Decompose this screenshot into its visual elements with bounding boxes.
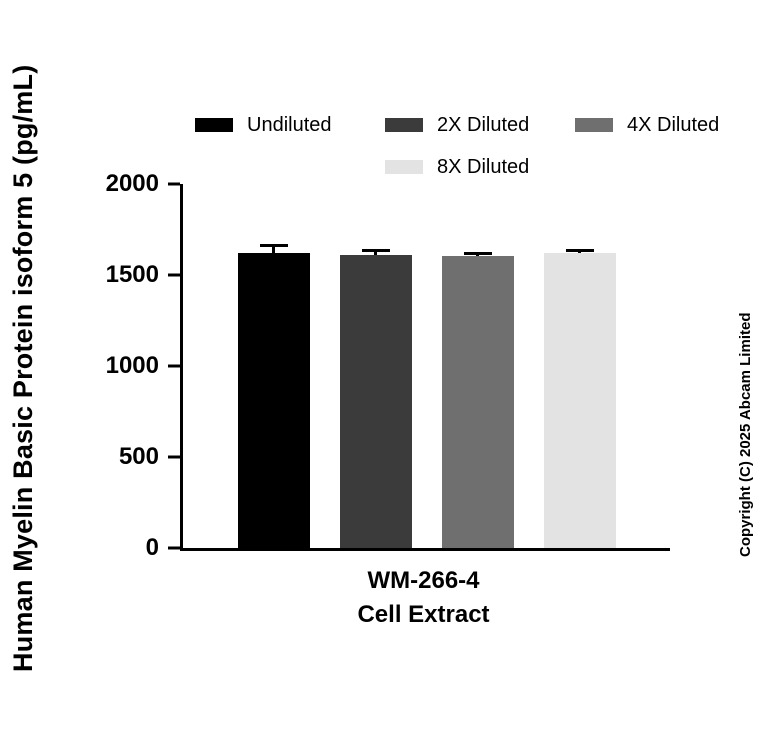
legend-swatch-2x-diluted xyxy=(385,118,423,132)
error-bar-line-2x-diluted xyxy=(374,250,377,255)
error-bar-cap-undiluted xyxy=(259,244,288,248)
y-tick-mark xyxy=(168,546,180,550)
y-tick-label: 1000 xyxy=(105,352,159,379)
y-tick-label: 1500 xyxy=(105,261,159,288)
legend-label-2x-diluted: 2X Diluted xyxy=(437,113,530,136)
y-tick-mark xyxy=(168,455,180,459)
bar-slot-2x-diluted xyxy=(339,184,412,548)
copyright-notice: Copyright (C) 2025 Abcam Limited xyxy=(737,312,754,558)
y-tick-label: 2000 xyxy=(105,170,159,197)
legend-item-4x-diluted: 4X Diluted xyxy=(575,112,765,138)
legend-label-4x-diluted: 4X Diluted xyxy=(627,113,720,136)
bar-slot-undiluted xyxy=(237,184,310,548)
legend-swatch-8x-diluted xyxy=(385,160,423,174)
bars-row xyxy=(183,184,670,548)
legend-swatch-undiluted xyxy=(195,118,233,132)
y-tick-label: 0 xyxy=(145,534,159,561)
legend-item-undiluted: Undiluted xyxy=(195,112,385,138)
y-tick-label: 500 xyxy=(118,443,159,470)
x-axis-title-line2: Cell Extract xyxy=(357,601,490,628)
legend-label-undiluted: Undiluted xyxy=(247,113,332,136)
plot-area: 0 500 1000 1500 2000 xyxy=(106,170,670,561)
legend-item-8x-diluted: 8X Diluted xyxy=(385,154,575,180)
error-bar-line-undiluted xyxy=(272,245,275,254)
bar-4x-diluted xyxy=(441,255,514,548)
bar-undiluted xyxy=(237,253,310,548)
bar-slot-8x-diluted xyxy=(543,184,616,548)
legend-label-8x-diluted: 8X Diluted xyxy=(437,155,530,178)
y-tick-mark xyxy=(168,182,180,186)
y-tick-mark xyxy=(168,273,180,277)
legend-item-2x-diluted: 2X Diluted xyxy=(385,112,575,138)
legend-swatch-4x-diluted xyxy=(575,118,613,132)
x-axis-title-line1: WM-266-4 xyxy=(367,567,480,594)
bar-slot-4x-diluted xyxy=(441,184,514,548)
error-bar-cap-2x-diluted xyxy=(361,248,390,252)
error-bar-cap-8x-diluted xyxy=(565,248,594,252)
error-bar-cap-4x-diluted xyxy=(463,251,492,255)
x-axis-title: WM-266-4 Cell Extract xyxy=(180,564,667,632)
legend: Undiluted 2X Diluted 4X Diluted 8X Dilut… xyxy=(195,112,755,180)
bar-2x-diluted xyxy=(339,254,412,548)
bar-8x-diluted xyxy=(543,253,616,548)
y-axis-title: Human Myelin Basic Protein isoform 5 (pg… xyxy=(8,64,38,673)
y-tick-mark xyxy=(168,364,180,368)
